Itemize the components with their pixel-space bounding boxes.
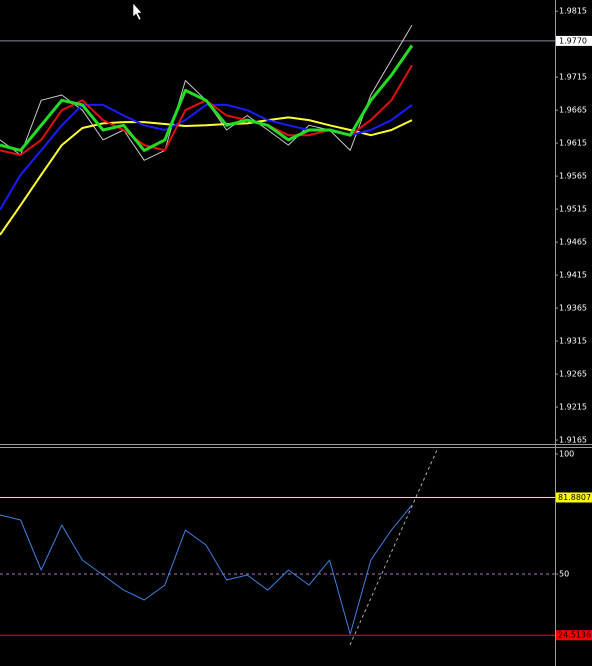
y-tick-label: 1.9815 [559, 7, 587, 16]
y-tick-label: 1.9165 [559, 436, 587, 445]
y-tick-label: 100 [559, 450, 574, 459]
mouse-cursor [132, 2, 143, 21]
y-tick-label: 1.9215 [559, 403, 587, 412]
y-tick-label: 1.9315 [559, 337, 587, 346]
y-tick-label: 1.9715 [559, 73, 587, 82]
level-label: 24.5136 [558, 631, 591, 640]
series-line [0, 44, 414, 152]
y-tick-label: 1.9365 [559, 304, 587, 313]
series-line [0, 504, 413, 635]
level-label: 81.8807 [558, 493, 591, 502]
y-tick-label: 1.9615 [559, 139, 587, 148]
level-label-box [556, 630, 592, 641]
y-tick-label: 1.9565 [559, 172, 587, 181]
current-price-box [556, 35, 592, 46]
y-tick-label: 1.9415 [559, 271, 587, 280]
y-tick-label: 50 [559, 570, 569, 579]
y-tick-label: 1.9665 [559, 106, 587, 115]
current-price-label: 1.9770 [559, 36, 587, 45]
y-tick-label: 1.9465 [559, 238, 587, 247]
series-line [0, 116, 413, 236]
y-tick-label: 1.9265 [559, 370, 587, 379]
level-label-box [556, 492, 592, 503]
y-tick-label: 1.9515 [559, 205, 587, 214]
